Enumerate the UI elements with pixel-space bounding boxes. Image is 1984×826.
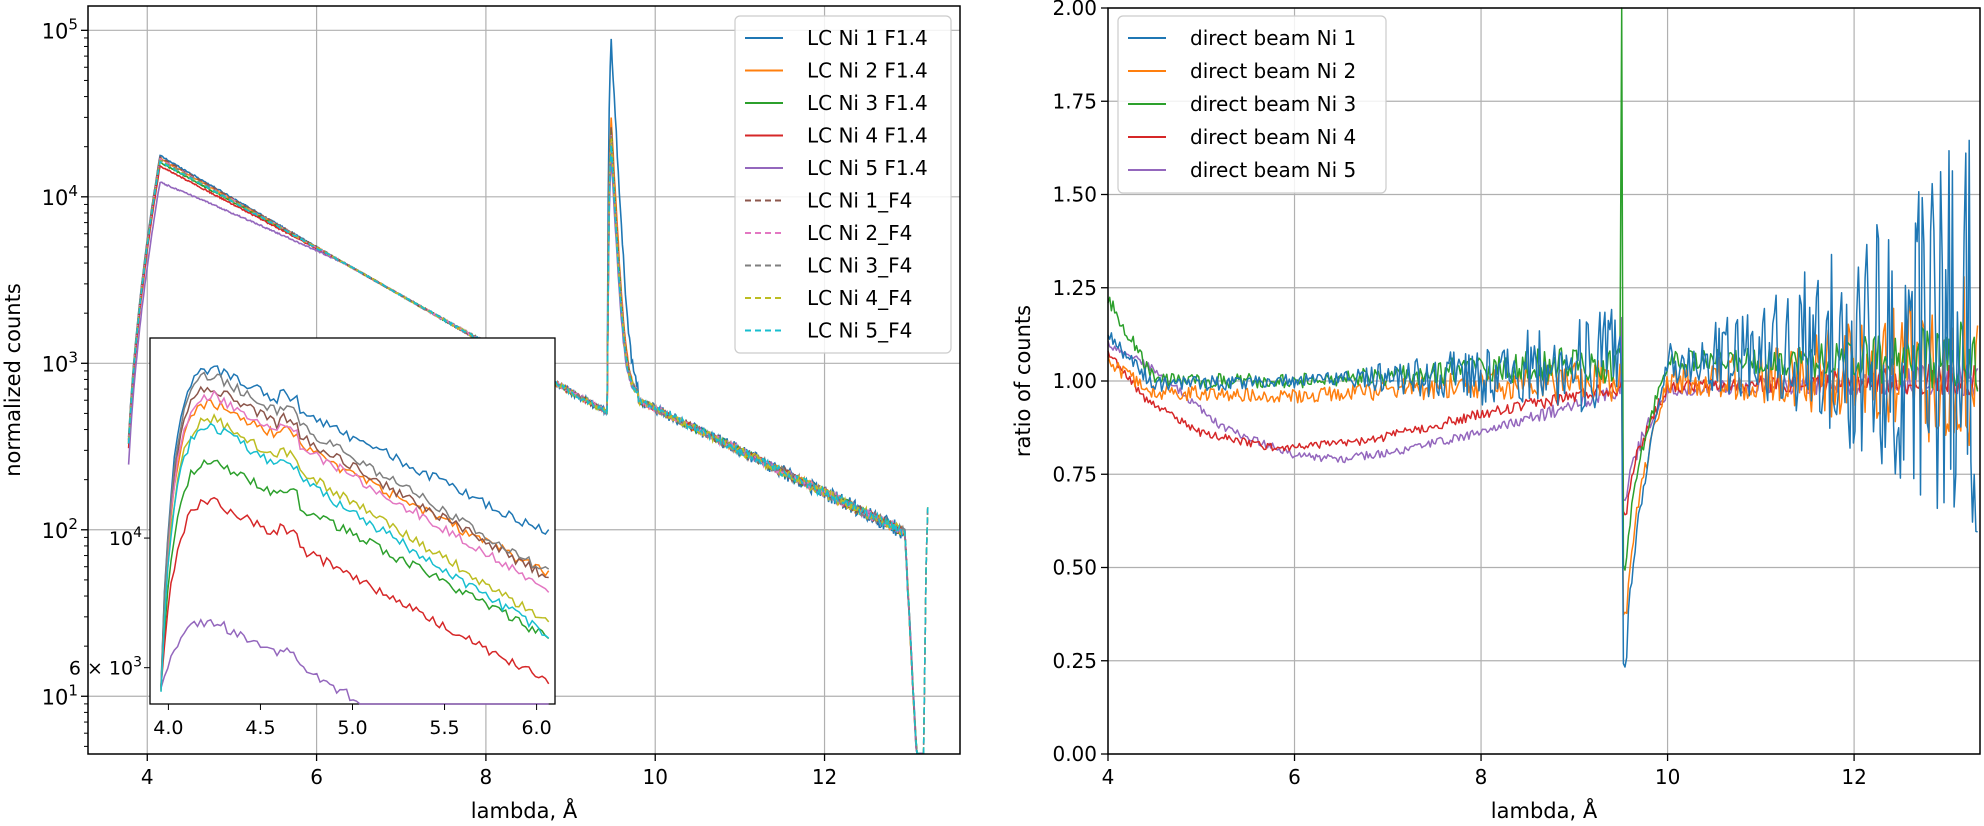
ytick-label: 103 bbox=[42, 348, 78, 376]
legend-label-8: LC Ni 4_F4 bbox=[807, 286, 912, 310]
xtick-label: 6 bbox=[1288, 765, 1301, 789]
right-series bbox=[1107, 7, 1979, 668]
ytick-label: 1.75 bbox=[1052, 89, 1097, 113]
inset-xtick-label: 5.5 bbox=[429, 717, 459, 739]
xtick-label: 4 bbox=[141, 765, 154, 789]
inset-line-4 bbox=[160, 618, 549, 705]
ytick-label: 102 bbox=[42, 515, 78, 543]
xtick-label: 8 bbox=[480, 765, 493, 789]
inset-line-0 bbox=[160, 365, 550, 686]
inset-ytick-exp: 4 bbox=[133, 525, 142, 541]
ytick-label: 101 bbox=[42, 681, 78, 709]
right-panel: 4 6 8 10 12 0.00 0.25 0.50 0.75 1.00 1.25 1.50 1.75 2… bbox=[1011, 0, 1981, 823]
ytick-label-exp: 3 bbox=[68, 348, 78, 366]
legend-label-6: LC Ni 2_F4 bbox=[807, 221, 912, 245]
right-x-axis-label: lambda, Å bbox=[1491, 797, 1598, 823]
inset-line-3 bbox=[160, 496, 550, 688]
inset-xtick-label: 6.0 bbox=[521, 717, 551, 739]
left-legend: LC Ni 1 F1.4 LC Ni 2 F1.4 LC Ni 3 F1.4 LC N… bbox=[734, 15, 952, 354]
ytick-label-base: 10 bbox=[42, 685, 69, 709]
legend-label-2: LC Ni 3 F1.4 bbox=[807, 91, 928, 115]
ytick-label: 1.50 bbox=[1052, 183, 1097, 207]
inset-ytick-label: 104 bbox=[109, 525, 142, 550]
left-plot-frame bbox=[87, 5, 961, 755]
legend-label-4: direct beam Ni 5 bbox=[1190, 158, 1356, 182]
inset-series bbox=[160, 365, 550, 705]
xtick-label: 10 bbox=[1655, 765, 1680, 789]
inset-line-7 bbox=[160, 371, 550, 691]
ytick-label-base: 10 bbox=[42, 519, 69, 543]
inset-ytick-label: 6 × 103 bbox=[69, 655, 142, 680]
inset-line-8 bbox=[160, 413, 550, 692]
xtick-label: 6 bbox=[310, 765, 323, 789]
legend-label-1: LC Ni 2 F1.4 bbox=[807, 59, 928, 83]
inset-ytick-base: 10 bbox=[109, 528, 133, 550]
xtick-label: 12 bbox=[812, 765, 837, 789]
series-line-5 bbox=[127, 127, 929, 755]
xtick-label: 8 bbox=[1475, 765, 1488, 789]
ytick-label: 0.75 bbox=[1052, 462, 1097, 486]
xtick-label: 12 bbox=[1841, 765, 1866, 789]
ytick-label-exp: 4 bbox=[68, 182, 78, 200]
legend-label-3: direct beam Ni 4 bbox=[1190, 125, 1356, 149]
inset-xtick-label: 4.5 bbox=[245, 717, 275, 739]
right-y-axis-label: ratio of counts bbox=[1011, 305, 1035, 457]
ytick-label: 2.00 bbox=[1052, 0, 1097, 20]
left-x-axis-label: lambda, Å bbox=[471, 797, 578, 823]
ytick-label: 0.50 bbox=[1052, 556, 1097, 580]
xtick-label: 10 bbox=[642, 765, 667, 789]
legend-label-4: LC Ni 5 F1.4 bbox=[807, 156, 928, 180]
ytick-label: 104 bbox=[42, 182, 78, 210]
inset-frame bbox=[149, 337, 556, 705]
inset-line-5 bbox=[160, 385, 549, 689]
legend-label-1: direct beam Ni 2 bbox=[1190, 59, 1356, 83]
ytick-label-exp: 2 bbox=[68, 515, 78, 533]
ytick-label: 1.00 bbox=[1052, 369, 1097, 393]
ytick-label: 0.00 bbox=[1052, 742, 1097, 766]
inset-line-9 bbox=[160, 422, 550, 692]
inset-ytick-base: 6 × 10 bbox=[69, 658, 133, 680]
legend-box bbox=[734, 15, 952, 354]
inset-line-2 bbox=[160, 458, 550, 687]
legend-label-9: LC Ni 5_F4 bbox=[807, 319, 912, 343]
legend-label-7: LC Ni 3_F4 bbox=[807, 254, 912, 278]
inset-line-6 bbox=[160, 389, 550, 690]
left-y-axis-label: normalized counts bbox=[1, 283, 25, 477]
inset-xtick-label: 5.0 bbox=[337, 717, 367, 739]
legend-box bbox=[1117, 15, 1387, 194]
ytick-label: 0.25 bbox=[1052, 649, 1097, 673]
inset-ytick-exp: 3 bbox=[133, 655, 142, 671]
xtick-label: 4 bbox=[1102, 765, 1115, 789]
ytick-label-base: 10 bbox=[42, 352, 69, 376]
ytick-label-base: 10 bbox=[42, 186, 69, 210]
legend-label-3: LC Ni 4 F1.4 bbox=[807, 124, 928, 148]
legend-label-5: LC Ni 1_F4 bbox=[807, 189, 912, 213]
legend-label-0: direct beam Ni 1 bbox=[1190, 26, 1356, 50]
ytick-label: 105 bbox=[42, 16, 78, 44]
ytick-label: 1.25 bbox=[1052, 276, 1097, 300]
legend-label-2: direct beam Ni 3 bbox=[1190, 92, 1356, 116]
ytick-label-base: 10 bbox=[42, 19, 69, 43]
right-ticks: 4 6 8 10 12 0.00 0.25 0.50 0.75 1.00 1.25 1.50 1.75 2… bbox=[1052, 0, 1866, 789]
ytick-label-exp: 5 bbox=[68, 16, 78, 34]
right-legend: direct beam Ni 1 direct beam Ni 2 direct b… bbox=[1117, 15, 1387, 194]
ytick-label-exp: 1 bbox=[68, 681, 78, 699]
ratio-line-0 bbox=[1107, 139, 1978, 668]
legend-label-0: LC Ni 1 F1.4 bbox=[807, 26, 928, 50]
inset-xtick-label: 4.0 bbox=[153, 717, 183, 739]
